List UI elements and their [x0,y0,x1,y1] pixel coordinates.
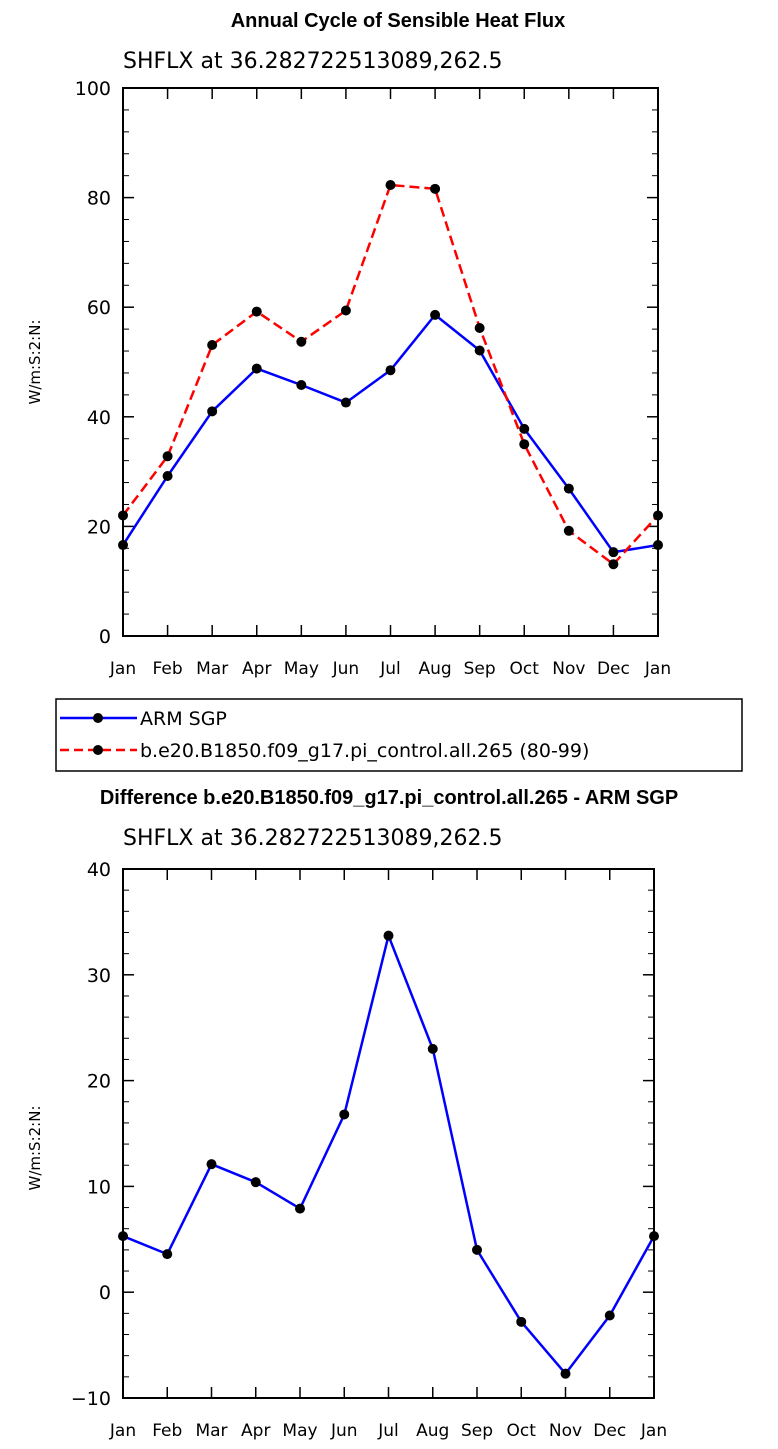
data-point [472,1244,482,1255]
data-point [385,365,396,376]
x-tick-label: May [282,1421,317,1441]
legend-marker-model [93,745,103,755]
legend-box [55,698,743,772]
x-tick-label: Aug [418,659,451,679]
x-tick-label: Mar [196,659,228,679]
legend-label-arm-sgp: ARM SGP [140,708,227,730]
chart-1-y-axis-label: W/m:S:2:N: [26,320,44,405]
y-tick-label: −10 [71,1388,111,1410]
data-point [430,309,441,320]
data-point [474,323,485,334]
data-point [339,1109,350,1120]
data-point [383,930,394,941]
x-tick-label: Sep [464,659,496,679]
legend-marker-arm-sgp [93,713,103,723]
chart-2-y-axis-label: W/m:S:2:N: [26,1106,44,1191]
x-tick-label: Dec [593,1421,626,1441]
x-tick-label: Jul [377,1421,399,1441]
data-point [162,451,173,462]
x-tick-label: Jan [109,1421,136,1441]
x-tick-label: Nov [549,1421,582,1441]
x-tick-label: Aug [416,1421,449,1441]
data-point [251,363,262,374]
chart-2-plot: −10 0 10 20 30 40 Jan Feb Mar Apr May Jun Jul Aug Sep O… [71,859,667,1441]
data-point [649,1231,659,1242]
y-tick-label: 20 [87,1071,111,1093]
y-tick-label: 60 [87,297,111,319]
x-tick-label: Jan [640,1421,667,1441]
data-point [295,1203,305,1214]
x-tick-label: Apr [241,1421,270,1441]
chart-1-subtitle: SHFLX at 36.282722513089,262.5 [123,49,503,74]
data-point [608,559,619,570]
data-point [162,1249,173,1260]
data-point [296,336,307,347]
data-point [560,1368,571,1379]
y-tick-label: 100 [75,78,111,100]
y-tick-label: 40 [87,407,111,429]
data-point [563,525,574,536]
data-point [118,510,128,521]
y-tick-label: 10 [87,1176,111,1198]
data-point [608,547,619,558]
data-point [427,1043,438,1054]
chart-1-legend: ARM SGP b.e20.B1850.f09_g17.pi_control.a… [55,698,743,772]
data-point [162,470,173,481]
y-tick-label: 0 [99,626,111,648]
data-point [340,397,351,408]
x-tick-label: Jul [379,659,401,679]
x-tick-label: Oct [510,659,540,679]
data-point [474,345,485,356]
chart-2-title: Difference b.e20.B1850.f09_g17.pi_contro… [100,787,678,809]
data-point [251,306,262,317]
x-tick-label: May [284,659,319,679]
y-tick-label: 0 [99,1282,111,1304]
data-point [519,423,530,434]
data-point [430,183,441,194]
x-tick-label: Dec [597,659,630,679]
x-tick-label: Oct [507,1421,537,1441]
data-point [340,305,351,316]
data-point [516,1316,527,1327]
x-tick-label: Feb [152,1421,182,1441]
x-tick-label: Jan [109,659,136,679]
chart-1-title: Annual Cycle of Sensible Heat Flux [231,10,566,32]
series-line-2-1 [122,934,656,1375]
series-line-1-1 [121,313,659,554]
x-tick-label: Jun [332,659,360,679]
data-point [296,380,307,391]
data-point [118,1231,128,1242]
chart-1-plot: 0 20 40 60 80 100 Jan Feb Mar Apr May Jun Jul Aug Sep O… [75,78,671,679]
data-point [653,540,663,551]
data-point [519,439,530,450]
y-tick-label: 80 [87,188,111,210]
data-point [118,540,128,551]
data-point [385,179,396,190]
data-point [653,510,663,521]
y-tick-label: 40 [87,859,111,881]
data-point [563,483,574,494]
x-tick-label: Apr [242,659,271,679]
plot-frame [122,868,655,1399]
x-tick-label: Sep [461,1421,493,1441]
x-tick-label: Jan [644,659,671,679]
legend-label-model: b.e20.B1850.f09_g17.pi_control.all.265 (… [140,740,589,762]
x-tick-label: Nov [552,659,585,679]
x-tick-label: Feb [153,659,183,679]
chart-2-subtitle: SHFLX at 36.282722513089,262.5 [123,826,503,851]
y-tick-label: 20 [87,516,111,538]
plot-frame [122,87,659,637]
y-tick-label: 30 [87,965,111,987]
x-tick-label: Mar [195,1421,227,1441]
data-point [207,340,218,351]
data-point [604,1310,615,1321]
data-point [206,1159,217,1170]
data-point [250,1177,261,1188]
data-point [207,406,218,417]
x-tick-label: Jun [330,1421,358,1441]
